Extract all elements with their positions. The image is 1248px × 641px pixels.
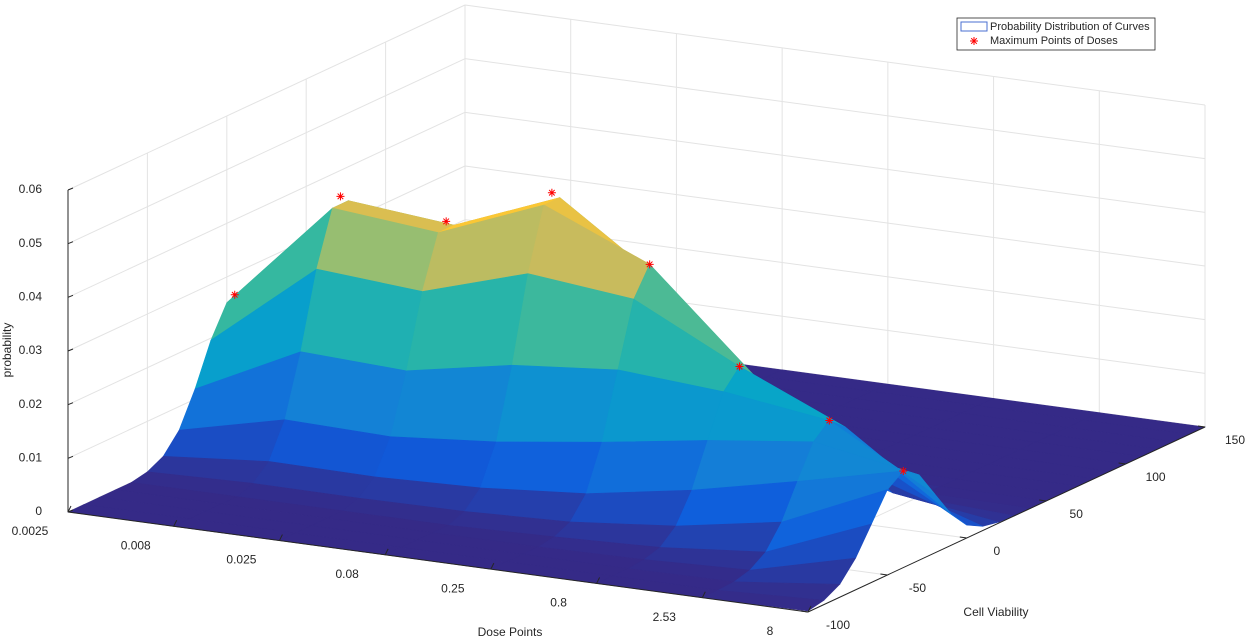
x-tick-label: 0.008 (121, 538, 151, 552)
tick-mark (67, 348, 74, 352)
max-point (442, 217, 451, 226)
x-tick-label: 0.025 (226, 553, 256, 567)
y-tick-label: 0 (993, 544, 1000, 558)
tick-mark (701, 591, 706, 598)
legend-box (956, 17, 1156, 51)
y-tick-label: 50 (1070, 507, 1084, 521)
tick-mark (1039, 499, 1047, 502)
axis-line (807, 426, 1206, 613)
surface-patch (495, 364, 619, 443)
tick-mark (67, 455, 74, 459)
surface-patch (585, 440, 709, 494)
z-tick-label: 0.04 (19, 290, 43, 304)
tick-mark (67, 241, 74, 245)
x-tick-label: 0.8 (550, 596, 567, 610)
z-tick-label: 0.02 (19, 397, 43, 411)
max-point (336, 192, 345, 201)
z-axis-label: probability (0, 323, 14, 378)
x-tick-label: 0.08 (335, 567, 359, 581)
surface-patch (390, 364, 513, 443)
legend-label: Maximum Points of Doses (990, 35, 1118, 47)
z-tick-label: 0 (35, 504, 42, 518)
y-tick-label: 150 (1225, 433, 1245, 447)
grid-line (67, 4, 466, 191)
grid-line (67, 111, 466, 298)
x-axis-label: Dose Points (478, 625, 543, 639)
tick-mark (1197, 425, 1206, 428)
grid-line (67, 58, 466, 245)
max-point (825, 416, 834, 425)
grid-line (464, 111, 1206, 213)
max-point (547, 188, 556, 197)
tick-mark (67, 402, 74, 406)
tick-mark (173, 520, 178, 527)
tick-mark (490, 562, 495, 570)
tick-mark (596, 577, 601, 584)
tick-mark (278, 534, 283, 541)
tick-mark (384, 548, 389, 556)
tick-mark (1118, 462, 1126, 465)
tick-mark (67, 509, 74, 513)
tick-mark (67, 294, 74, 298)
tick-mark (880, 573, 888, 576)
y-tick-label: -100 (826, 618, 850, 632)
z-tick-label: 0.03 (19, 343, 43, 357)
max-point (230, 290, 239, 299)
surface-patch (659, 521, 783, 553)
legend-marker (970, 37, 978, 45)
tick-mark (67, 187, 74, 191)
grid-line (464, 165, 1206, 267)
z-tick-label: 0.01 (19, 451, 43, 465)
y-axis-label: Cell Viability (963, 605, 1028, 619)
max-point (899, 467, 908, 475)
tick-mark (67, 505, 72, 513)
max-point (645, 260, 654, 269)
surface-patch (569, 489, 693, 527)
y-tick-label: -50 (909, 581, 927, 595)
grid-line (67, 165, 466, 352)
x-tick-label: 0.25 (441, 581, 465, 595)
z-tick-label: 0.05 (19, 236, 43, 250)
x-tick-label: 8 (767, 624, 774, 638)
legend-label: Probability Distribution of Curves (990, 21, 1150, 33)
x-tick-label: 0.0025 (12, 524, 49, 538)
tick-mark (807, 605, 812, 613)
z-tick-label: 0.06 (19, 182, 43, 196)
y-tick-label: 100 (1146, 470, 1166, 484)
tick-mark (959, 536, 967, 539)
axis-line (67, 511, 809, 613)
legend-swatch (960, 21, 988, 32)
tick-mark (800, 610, 809, 613)
grid-line (464, 58, 1206, 160)
grid-line (464, 4, 1206, 106)
surface-patch (480, 441, 603, 494)
x-tick-label: 2.53 (653, 610, 677, 624)
max-point (735, 362, 744, 371)
surface-patch (701, 590, 825, 612)
